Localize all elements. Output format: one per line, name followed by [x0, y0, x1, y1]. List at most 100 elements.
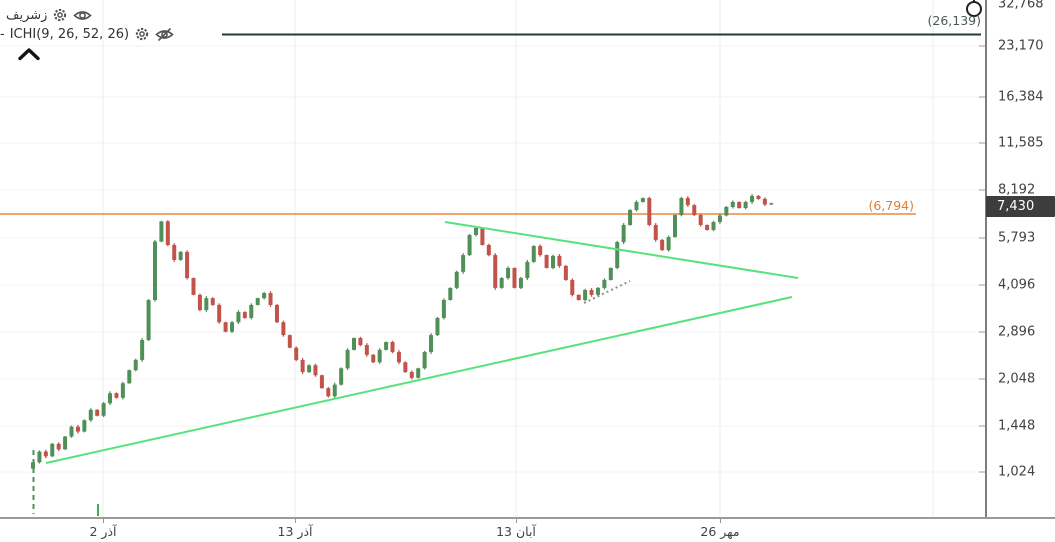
candle-body	[589, 289, 594, 295]
price-axis-label: 16,384	[998, 89, 1044, 105]
candle-body	[429, 335, 434, 353]
price-axis[interactable]: 32,768 23,170 16,384 11,585 8,192 5,793 4,096 2…	[985, 0, 1055, 517]
candle-body	[743, 201, 748, 209]
upper-line-value-label: (26,139)	[927, 13, 982, 28]
candlestick-series	[31, 194, 774, 470]
candle-body	[512, 267, 517, 288]
candle-body	[332, 384, 337, 397]
candle-body	[737, 201, 742, 209]
candle-body	[204, 298, 209, 311]
candle-body	[384, 342, 389, 350]
price-axis-label: 4,096	[998, 277, 1036, 293]
date-tick	[516, 519, 517, 523]
legend-ticker-row: زشریف	[6, 7, 93, 23]
candle-body	[242, 312, 247, 318]
candle-body	[185, 251, 190, 279]
candle-body	[730, 201, 735, 207]
candle-body	[692, 205, 697, 216]
candle-body	[653, 224, 658, 240]
candle-body	[140, 340, 145, 360]
price-axis-label: 23,170	[998, 38, 1044, 54]
candle-body	[223, 322, 228, 332]
candle-body	[422, 352, 427, 369]
price-axis-label: 2,896	[998, 324, 1036, 340]
candle-body	[114, 393, 119, 398]
upper-trendline[interactable]	[444, 221, 799, 279]
date-tick	[103, 519, 104, 523]
candle-body	[769, 203, 774, 205]
candle-body	[756, 195, 761, 199]
candle-body	[750, 195, 755, 202]
candle-body	[416, 368, 421, 378]
candle-body	[88, 409, 93, 421]
candle-body	[473, 228, 478, 235]
lower-trendline[interactable]	[45, 296, 793, 464]
candle-body	[698, 215, 703, 225]
date-axis-label: 26 مهر	[700, 524, 740, 539]
candle-body	[364, 345, 369, 355]
candle-body	[679, 198, 684, 216]
candle-body	[159, 221, 164, 242]
candle-body	[576, 294, 581, 301]
candle-body	[480, 228, 485, 246]
candle-body	[377, 349, 382, 363]
candle-body	[255, 298, 260, 305]
candle-body	[101, 403, 106, 416]
candle-body	[396, 352, 401, 363]
candlestick-chart-canvas[interactable]	[0, 0, 985, 517]
dotted-segment[interactable]	[583, 280, 631, 304]
candle-body	[326, 388, 331, 397]
candle-body	[634, 201, 639, 210]
candle-body	[762, 198, 767, 205]
candle-body	[249, 304, 254, 318]
candle-body	[75, 426, 80, 432]
price-axis-label: 32,768	[998, 0, 1044, 12]
resistance-line-value-label: (6,794)	[868, 198, 914, 213]
date-axis-label: 2 آذر	[89, 524, 117, 539]
gear-icon[interactable]	[134, 26, 150, 42]
time-axis[interactable]: 2 آذر 13 آذر 13 آبان 26 مهر	[0, 517, 1055, 542]
legend-indicator-row: - ICHI(9, 26, 52, 26)	[0, 26, 174, 42]
chevron-up-icon[interactable]	[17, 47, 41, 61]
eye-off-icon[interactable]	[155, 27, 174, 42]
candle-body	[518, 278, 523, 288]
candle-body	[647, 198, 652, 225]
candle-body	[191, 278, 196, 295]
candle-body	[172, 245, 177, 260]
candle-body	[300, 359, 305, 373]
candle-body	[236, 312, 241, 323]
candle-body	[165, 221, 170, 246]
candle-body	[557, 255, 562, 266]
price-axis-label: 1,448	[998, 418, 1036, 434]
candle-body	[525, 261, 530, 279]
candle-body	[345, 349, 350, 369]
candle-body	[133, 359, 138, 371]
candle-body	[531, 246, 536, 262]
candle-body	[409, 372, 414, 378]
candle-body	[595, 287, 600, 295]
candle-body	[666, 237, 671, 251]
candle-body	[570, 279, 575, 295]
candle-body	[352, 338, 356, 350]
candle-body	[178, 251, 183, 260]
candle-body	[602, 279, 607, 288]
eye-icon[interactable]	[73, 8, 93, 23]
candle-body	[493, 255, 498, 288]
candle-body	[262, 293, 267, 299]
price-axis-label: 1,024	[998, 464, 1036, 480]
candle-body	[43, 451, 48, 457]
candle-body	[640, 198, 645, 202]
date-tick	[295, 519, 296, 523]
gear-icon[interactable]	[52, 7, 68, 23]
candle-body	[717, 215, 722, 223]
candle-body	[294, 347, 299, 360]
price-axis-label: 11,585	[998, 135, 1044, 151]
candle-body	[403, 362, 408, 373]
candle-body	[69, 426, 74, 437]
candle-body	[461, 255, 466, 272]
candle-body	[307, 365, 312, 373]
candle-body	[705, 224, 710, 230]
candle-body	[319, 375, 324, 389]
candle-body	[685, 198, 690, 206]
